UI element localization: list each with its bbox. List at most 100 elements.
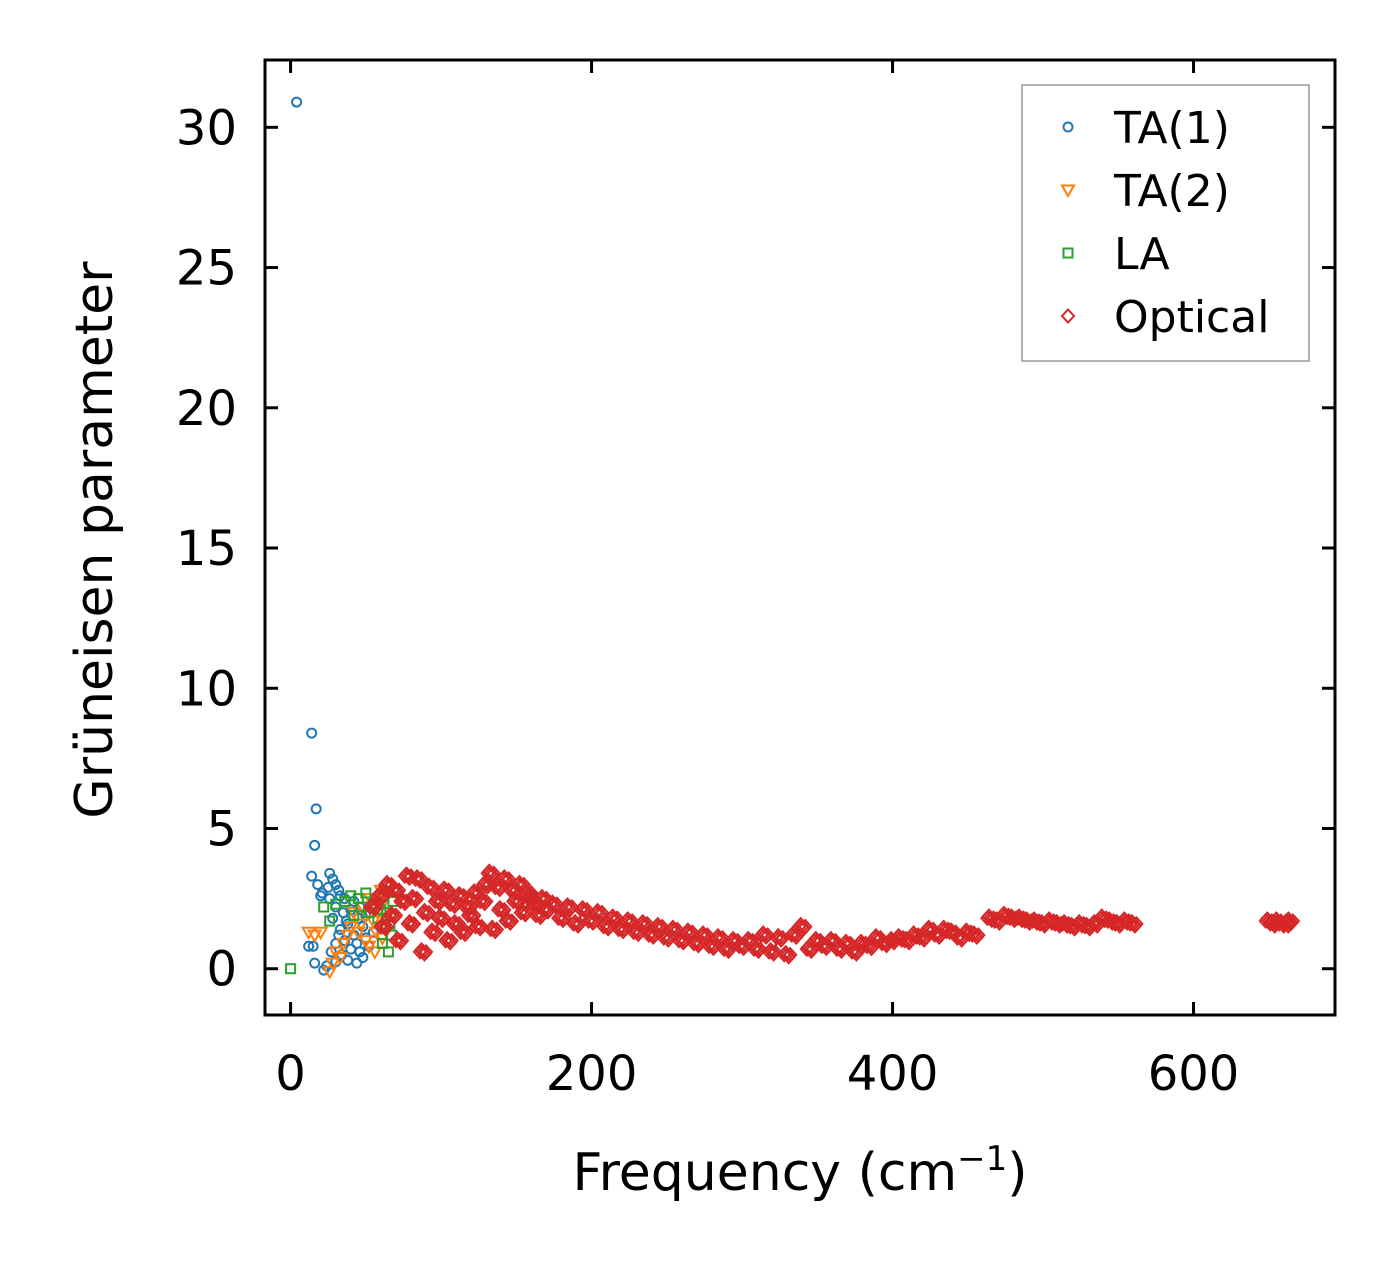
y-tick-label: 5 xyxy=(206,801,237,857)
data-point xyxy=(306,870,318,882)
data-point xyxy=(353,918,370,932)
data-point xyxy=(312,926,329,941)
data-point xyxy=(767,943,783,960)
legend-label: Optical xyxy=(1114,292,1269,343)
data-point xyxy=(486,865,502,882)
data-point xyxy=(752,941,768,958)
data-point xyxy=(414,870,429,887)
data-point xyxy=(307,940,319,952)
data-point xyxy=(327,873,339,885)
legend-marker xyxy=(1060,184,1076,199)
legend-marker xyxy=(1062,247,1074,259)
legend: TA(1) TA(2) LA Optical xyxy=(1021,84,1310,362)
data-point xyxy=(760,927,775,944)
data-point xyxy=(309,957,321,969)
data-points xyxy=(285,96,1301,980)
data-point xyxy=(345,890,357,902)
x-tick-label: 200 xyxy=(546,1046,638,1102)
data-point xyxy=(478,893,494,910)
data-point xyxy=(300,926,317,941)
data-point xyxy=(354,946,366,958)
data-point xyxy=(321,966,338,980)
data-point xyxy=(285,963,297,975)
data-point xyxy=(376,937,388,949)
x-tick-label: 600 xyxy=(1148,1046,1240,1102)
data-point xyxy=(441,882,456,899)
data-point xyxy=(970,927,986,944)
data-point xyxy=(350,926,367,941)
data-point xyxy=(348,909,360,921)
data-point xyxy=(594,904,610,921)
y-tick-label: 10 xyxy=(176,661,237,717)
series-optical xyxy=(362,863,1301,965)
x-axis-title: Frequency (cm−1) xyxy=(572,1139,1027,1203)
data-point xyxy=(324,915,336,927)
data-point xyxy=(340,929,356,944)
data-point xyxy=(312,879,324,891)
x-tick-label: 400 xyxy=(847,1046,939,1102)
data-point xyxy=(334,923,346,935)
data-point xyxy=(797,918,813,935)
data-point xyxy=(426,879,441,896)
legend-marker xyxy=(1060,308,1076,324)
data-point xyxy=(459,924,475,941)
data-point xyxy=(355,901,367,913)
data-point xyxy=(318,964,330,976)
y-tick-label: 30 xyxy=(176,100,237,156)
data-point xyxy=(339,895,351,907)
data-point xyxy=(351,957,363,969)
data-point xyxy=(306,727,318,739)
data-point xyxy=(324,867,336,879)
data-point xyxy=(782,946,798,963)
data-point xyxy=(421,904,437,921)
legend-marker xyxy=(1062,121,1074,133)
y-tick-label: 0 xyxy=(206,942,237,998)
y-tick-label: 20 xyxy=(176,381,237,437)
data-point xyxy=(444,932,459,949)
axis-ticks: 0 200 400 600 0 5 10 15 20 25 30 xyxy=(176,60,1335,1102)
data-point xyxy=(306,929,323,944)
x-tick-label: 0 xyxy=(275,1046,306,1102)
data-point xyxy=(474,918,490,935)
data-point xyxy=(549,896,565,913)
data-point xyxy=(557,910,572,927)
data-point xyxy=(368,899,384,915)
data-point xyxy=(367,946,383,960)
data-point xyxy=(309,839,321,851)
data-point xyxy=(318,901,330,913)
data-point xyxy=(327,912,339,924)
legend-item: TA(1) xyxy=(1062,103,1230,154)
data-point xyxy=(406,915,422,932)
data-point xyxy=(394,932,410,949)
legend-label: TA(2) xyxy=(1113,166,1230,217)
data-point xyxy=(429,924,444,941)
data-point xyxy=(360,887,372,899)
data-point xyxy=(303,940,315,952)
legend-item: TA(2) xyxy=(1060,166,1230,217)
data-point xyxy=(335,937,351,952)
data-point xyxy=(409,890,425,907)
data-point xyxy=(388,907,404,924)
data-point xyxy=(324,957,341,972)
data-point xyxy=(291,96,303,108)
legend-label: LA xyxy=(1114,229,1170,280)
y-tick-label: 25 xyxy=(176,241,237,297)
legend-label: TA(1) xyxy=(1113,103,1230,154)
legend-item: LA xyxy=(1062,229,1170,280)
data-point xyxy=(322,881,334,893)
data-point xyxy=(379,918,395,935)
data-point xyxy=(1128,915,1144,932)
data-point xyxy=(564,899,580,915)
data-point xyxy=(519,904,535,921)
legend-item: Optical xyxy=(1060,292,1269,343)
data-point xyxy=(436,910,452,927)
y-tick-label: 15 xyxy=(176,521,237,577)
data-point xyxy=(504,913,520,930)
data-point xyxy=(489,921,505,938)
y-axis-title: Grüneisen parameter xyxy=(65,261,125,819)
data-point xyxy=(418,943,434,960)
data-point xyxy=(1285,913,1301,930)
data-point xyxy=(333,884,345,896)
data-point xyxy=(310,803,322,815)
